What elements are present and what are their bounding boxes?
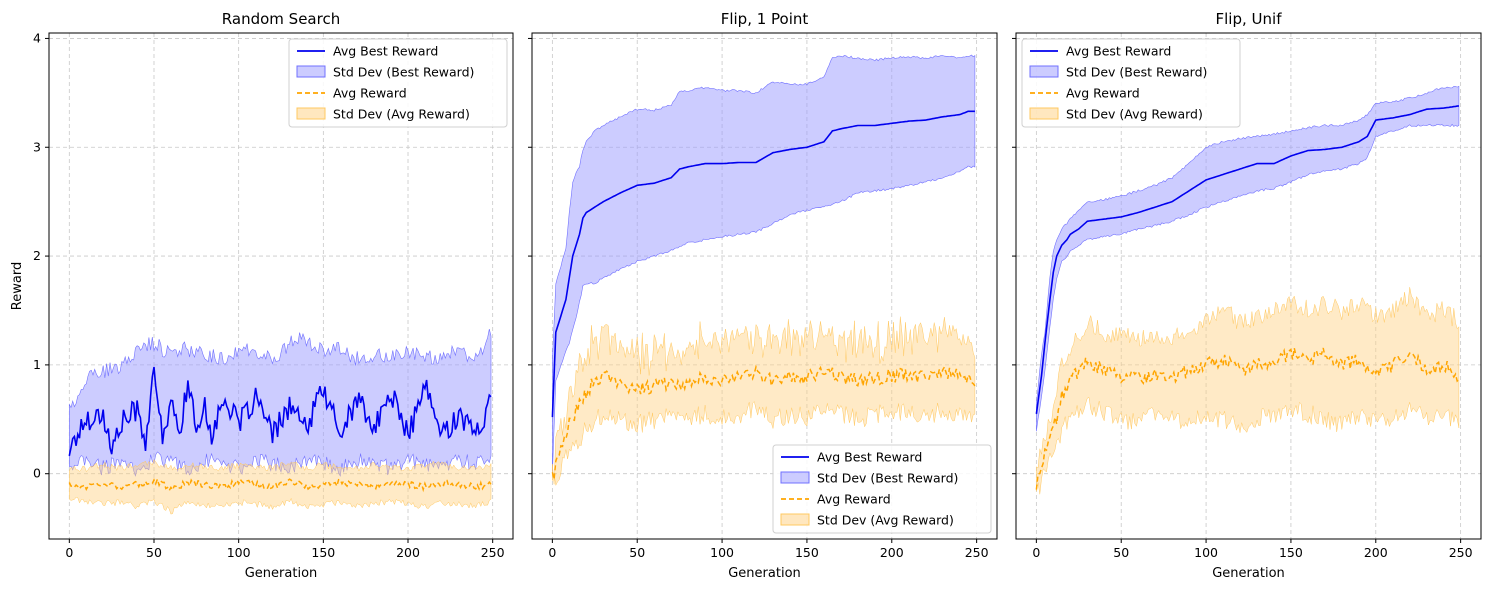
plot-area (1035, 85, 1460, 495)
legend-item: Avg Reward (781, 492, 891, 507)
line-avg-reward (1035, 347, 1460, 490)
plot-area (551, 54, 976, 487)
legend-label: Std Dev (Best Reward) (333, 65, 474, 80)
legend-item: Avg Best Reward (297, 44, 438, 59)
legend: Avg Best Reward Std Dev (Best Reward) Avg … (772, 444, 992, 534)
line-avg-reward (551, 364, 976, 480)
legend-swatch (296, 107, 326, 120)
legend-label: Std Dev (Best Reward) (1066, 65, 1207, 80)
line-avg-best-reward (1035, 105, 1459, 415)
x-axis-label: Generation (245, 566, 318, 581)
legend-label: Std Dev (Avg Reward) (333, 107, 470, 122)
legend-label: Avg Reward (817, 492, 891, 507)
legend-item: Std Dev (Avg Reward) (780, 513, 954, 528)
x-tick-label: 0 (1032, 545, 1040, 560)
y-axis-label: Reward (10, 262, 25, 310)
x-tick-label: 150 (795, 545, 819, 560)
legend-item: Std Dev (Best Reward) (296, 65, 474, 80)
chart-panel-1: 0 50 100 150 200 250 0 1 2 3 4 Random Search Generat… (10, 10, 514, 581)
legend-swatch (1029, 107, 1059, 120)
chart-title: Random Search (222, 10, 340, 28)
x-tick-label: 250 (965, 545, 989, 560)
std-band-best-reward (1036, 85, 1460, 432)
legend-label: Std Dev (Avg Reward) (1066, 107, 1203, 122)
legend-label: Avg Best Reward (1066, 44, 1171, 59)
legend: Avg Best Reward Std Dev (Best Reward) Avg … (288, 38, 508, 128)
legend: Avg Best Reward Std Dev (Best Reward) Avg … (1021, 38, 1241, 128)
legend-item: Std Dev (Best Reward) (780, 471, 958, 486)
legend-swatch (780, 471, 810, 484)
chart-panel-2: 0 50 100 150 200 250 Flip, 1 Point Generation Av… (528, 10, 998, 581)
x-tick-label: 100 (710, 545, 734, 560)
legend-item: Avg Best Reward (1030, 44, 1171, 59)
std-band-best-reward (69, 329, 492, 477)
legend-swatch (780, 513, 810, 526)
legend-item: Avg Reward (1030, 86, 1140, 101)
x-tick-label: 50 (629, 545, 645, 560)
x-tick-label: 150 (311, 545, 335, 560)
chart-title: Flip, Unif (1216, 10, 1283, 28)
legend-label: Avg Best Reward (333, 44, 438, 59)
x-tick-label: 250 (1449, 545, 1473, 560)
y-tick-label: 0 (33, 466, 41, 481)
line-avg-best-reward (551, 110, 975, 418)
line-avg-best-reward (68, 366, 492, 457)
std-band-avg-reward (1036, 287, 1460, 495)
y-tick-label: 4 (33, 30, 41, 45)
legend-item: Std Dev (Avg Reward) (1029, 107, 1203, 122)
axes-frame (48, 32, 514, 540)
axes-frame (1015, 32, 1482, 540)
chart-panel-3: 0 50 100 150 200 250 Flip, Unif Generation Avg B… (1012, 10, 1482, 581)
legend-label: Std Dev (Best Reward) (817, 471, 958, 486)
x-tick-label: 0 (548, 545, 556, 560)
x-tick-label: 200 (880, 545, 904, 560)
legend-item: Std Dev (Avg Reward) (296, 107, 470, 122)
line-avg-reward (68, 476, 492, 493)
legend-box (288, 38, 508, 128)
legend-box (772, 444, 992, 534)
y-tick-label: 1 (33, 357, 41, 372)
x-axis-label: Generation (1212, 566, 1285, 581)
legend-label: Avg Reward (333, 86, 407, 101)
legend-swatch (1029, 65, 1059, 78)
legend-box (1021, 38, 1241, 128)
x-tick-label: 100 (1194, 545, 1218, 560)
x-tick-label: 200 (1364, 545, 1388, 560)
x-tick-label: 200 (396, 545, 420, 560)
std-band-best-reward (552, 54, 976, 475)
legend-item: Avg Reward (297, 86, 407, 101)
legend-swatch (296, 65, 326, 78)
legend-label: Avg Best Reward (817, 450, 922, 465)
legend-item: Std Dev (Best Reward) (1029, 65, 1207, 80)
x-tick-label: 100 (227, 545, 251, 560)
y-tick-label: 3 (33, 139, 41, 154)
plot-area (68, 329, 492, 515)
legend-label: Std Dev (Avg Reward) (817, 513, 954, 528)
x-tick-label: 250 (481, 545, 505, 560)
legend-label: Avg Reward (1066, 86, 1140, 101)
std-band-avg-reward (552, 316, 976, 487)
y-tick-label: 2 (33, 248, 41, 263)
x-tick-label: 50 (1113, 545, 1129, 560)
x-tick-label: 150 (1279, 545, 1303, 560)
x-tick-label: 0 (65, 545, 73, 560)
legend-item: Avg Best Reward (781, 450, 922, 465)
x-tick-label: 50 (146, 545, 162, 560)
axes-frame (531, 32, 998, 540)
x-axis-label: Generation (728, 566, 801, 581)
std-band-avg-reward (69, 459, 492, 515)
chart-title: Flip, 1 Point (721, 10, 809, 28)
